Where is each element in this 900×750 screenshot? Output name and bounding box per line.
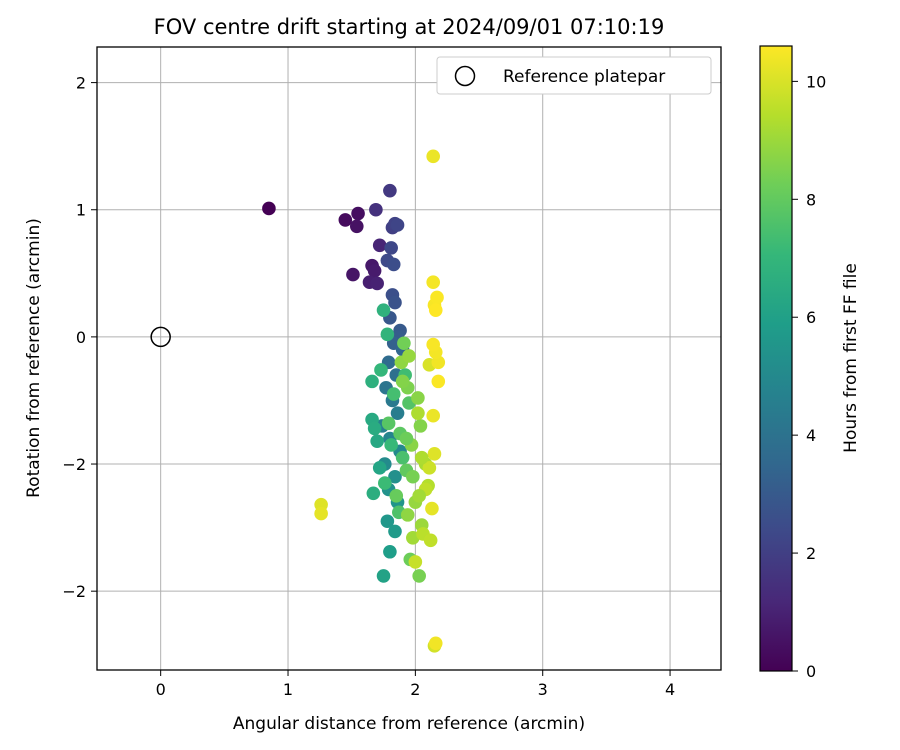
colorbar-gradient bbox=[759, 45, 793, 672]
data-point bbox=[399, 431, 414, 446]
colorbar-tick-label: 6 bbox=[806, 308, 816, 327]
data-point bbox=[431, 355, 446, 370]
data-point bbox=[411, 391, 425, 405]
data-point bbox=[428, 303, 443, 317]
data-point bbox=[425, 501, 439, 516]
x-tick-label: 2 bbox=[410, 680, 420, 699]
colorbar-ticks: 0 2 4 6 8 10 bbox=[792, 72, 826, 681]
x-tick-label: 1 bbox=[283, 680, 293, 699]
data-point bbox=[406, 530, 420, 545]
data-point bbox=[422, 461, 437, 475]
data-point bbox=[395, 374, 410, 389]
reference-marker bbox=[150, 326, 171, 348]
data-point bbox=[384, 438, 398, 452]
data-point bbox=[389, 489, 404, 503]
data-point bbox=[390, 218, 405, 232]
data-point bbox=[386, 257, 401, 272]
y-axis-label: Rotation from reference (arcmin) bbox=[24, 218, 44, 498]
data-point bbox=[426, 275, 440, 290]
y-tick-label: 2 bbox=[76, 74, 86, 93]
y-tick-label: −2 bbox=[62, 455, 86, 474]
plot-frame bbox=[96, 46, 722, 671]
data-point bbox=[351, 206, 365, 221]
data-point bbox=[397, 336, 411, 351]
x-axis-label: Angular distance from reference (arcmin) bbox=[233, 714, 585, 734]
data-point bbox=[262, 201, 276, 216]
data-point bbox=[388, 469, 402, 484]
data-point bbox=[338, 213, 353, 227]
data-point bbox=[381, 416, 396, 431]
data-point bbox=[376, 303, 391, 317]
data-point bbox=[314, 506, 328, 521]
data-point bbox=[384, 241, 398, 255]
data-point bbox=[349, 219, 364, 234]
legend-marker bbox=[454, 65, 476, 87]
data-point bbox=[427, 447, 442, 461]
data-point bbox=[428, 636, 443, 651]
data-point bbox=[426, 149, 440, 164]
data-point bbox=[367, 263, 382, 278]
data-point bbox=[406, 469, 420, 484]
y-tick-label: −2 bbox=[62, 582, 86, 601]
colorbar-tick-label: 10 bbox=[806, 72, 826, 91]
grid-lines bbox=[97, 47, 721, 670]
data-point bbox=[369, 202, 383, 217]
data-point bbox=[378, 476, 392, 490]
data-point bbox=[413, 419, 428, 433]
data-point bbox=[430, 290, 444, 305]
data-point bbox=[390, 406, 405, 420]
data-point bbox=[395, 450, 410, 465]
data-point bbox=[380, 327, 395, 342]
data-point bbox=[346, 267, 360, 282]
data-point bbox=[412, 489, 426, 503]
y-tick-label: 0 bbox=[76, 328, 86, 347]
data-point bbox=[370, 276, 384, 291]
data-point bbox=[372, 238, 387, 253]
x-axis-ticks: 0 1 2 3 4 bbox=[156, 670, 675, 699]
data-point bbox=[412, 569, 426, 583]
data-point bbox=[376, 569, 391, 583]
legend-label: Reference platepar bbox=[503, 67, 665, 87]
data-point bbox=[386, 387, 401, 401]
y-tick-label: 1 bbox=[76, 201, 86, 220]
data-point bbox=[426, 337, 440, 352]
data-point bbox=[367, 421, 382, 436]
chart-title: FOV centre drift starting at 2024/09/01 … bbox=[154, 15, 665, 39]
data-point bbox=[383, 544, 397, 559]
x-tick-label: 3 bbox=[538, 680, 548, 699]
data-point bbox=[372, 461, 387, 475]
data-point bbox=[414, 450, 429, 465]
data-point bbox=[380, 514, 395, 529]
data-point bbox=[408, 555, 423, 569]
colorbar-label: Hours from first FF file bbox=[841, 263, 861, 453]
data-point bbox=[388, 295, 402, 310]
data-point bbox=[365, 374, 379, 389]
data-point bbox=[411, 406, 425, 420]
data-point bbox=[374, 363, 388, 377]
colorbar-tick-label: 0 bbox=[806, 662, 816, 681]
x-tick-label: 0 bbox=[156, 680, 166, 699]
colorbar-tick-label: 4 bbox=[806, 426, 816, 445]
y-axis-ticks: 2 1 0 −2 −2 bbox=[62, 74, 97, 601]
reference-platepar-marker bbox=[150, 326, 171, 348]
data-point bbox=[423, 533, 438, 548]
data-point bbox=[400, 508, 415, 522]
legend: Reference platepar bbox=[436, 56, 712, 95]
data-point bbox=[383, 183, 397, 198]
colorbar-tick-label: 8 bbox=[806, 190, 816, 209]
data-point bbox=[426, 408, 440, 423]
legend-box bbox=[436, 56, 712, 95]
data-point bbox=[370, 434, 384, 448]
data-point bbox=[431, 374, 446, 389]
x-tick-label: 4 bbox=[665, 680, 675, 699]
data-point bbox=[402, 349, 416, 363]
data-point bbox=[388, 524, 402, 539]
colorbar: 0 2 4 6 8 10 Hours from first FF file bbox=[759, 45, 861, 681]
data-points bbox=[262, 149, 446, 653]
colorbar-tick-label: 2 bbox=[806, 544, 816, 563]
data-point bbox=[366, 486, 381, 501]
